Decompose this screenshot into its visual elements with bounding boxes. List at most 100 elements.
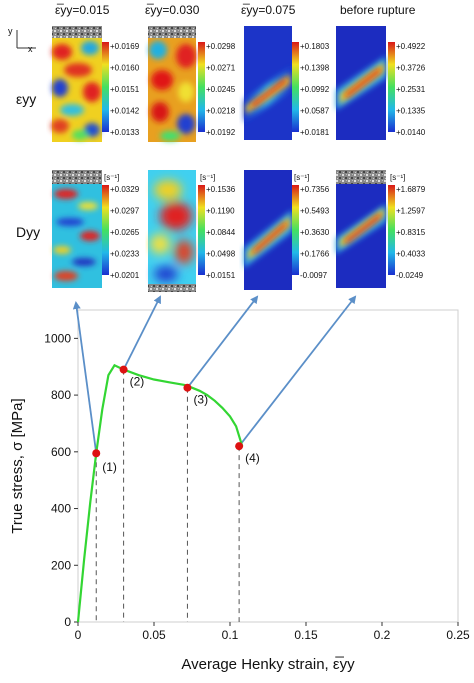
column-headers: ε̅yy=0.015 ε̅yy=0.030 ε̅yy=0.075 before … [55,3,416,17]
colorbar-label-d-3-5: -0.0097 [300,271,328,280]
colorbar-label-eps-3-1: +0.1803 [300,42,330,51]
row-label-eps: εyy [16,91,36,107]
chart-ticks [74,337,459,626]
point-marker [235,442,244,451]
y-tick-label: 200 [51,558,71,572]
header-2: ε̅yy=0.030 [145,3,200,17]
colorbar-label-d-4-5: -0.0249 [396,271,424,280]
colorbar-label-eps-2-1: +0.0298 [206,42,236,51]
colorbar-label-d-1-1: +0.0329 [110,185,140,194]
unit-labels: [s⁻¹] [s⁻¹] [s⁻¹] [s⁻¹] [104,173,405,182]
point-marker [119,365,128,374]
point-label: (1) [102,460,117,474]
arrow-connector [238,295,357,447]
x-tick-label: 0 [75,628,82,642]
field-map-d-1 [52,170,102,288]
x-tick-label: 0.2 [374,628,391,642]
colorbar-label-d-3-3: +0.3630 [300,228,330,237]
x-tick-label: 0.05 [142,628,166,642]
y-tick-label: 800 [51,388,71,402]
colorbars [102,42,395,275]
colorbar-label-eps-4-2: +0.3726 [396,64,426,73]
x-tick-label: 0.1 [222,628,239,642]
colorbar-label-eps-2-3: +0.0245 [206,85,236,94]
axis-indicator-x: x [28,44,33,54]
colorbar-label-d-2-4: +0.0498 [206,250,236,259]
colorbar-label-d-2-5: +0.0151 [206,271,236,280]
colorbar-label-eps-1-5: +0.0133 [110,128,140,137]
field-map-d-2 [148,170,196,292]
colorbar-label-eps-1-3: +0.0151 [110,85,140,94]
field-map-eps-3 [244,26,292,140]
field-map-d-3 [244,170,292,290]
arrow-connector [72,301,98,454]
colorbar-label-eps-4-4: +0.1335 [396,107,426,116]
x-axis-label: Average Henky strain, ε̅yy [181,656,355,673]
marker-guides [95,369,240,622]
point-marker [92,449,101,458]
colorbar-label-d-2-3: +0.0844 [206,228,236,237]
colorbar-label-eps-3-4: +0.0587 [300,107,330,116]
colorbar-label-d-3-2: +0.5493 [300,207,330,216]
y-tick-label: 1000 [44,331,71,345]
colorbar-label-eps-4-1: +0.4922 [396,42,426,51]
colorbar-label-eps-3-3: +0.0992 [300,85,330,94]
point-label: (4) [245,451,260,465]
y-tick-labels: 0 200 400 600 800 1000 [44,331,71,629]
colorbar-label-d-4-2: +1.2597 [396,207,426,216]
row-label-d: Dyy [16,224,40,240]
colorbar-label-eps-1-4: +0.0142 [110,107,140,116]
point-label: (3) [193,393,208,407]
header-1: ε̅yy=0.015 [55,3,110,17]
field-map-eps-2 [148,26,196,142]
colorbar-label-d-4-4: +0.4033 [396,250,426,259]
field-map-eps-4 [336,26,386,140]
x-tick-label: 0.25 [446,628,470,642]
colorbar-label-d-2-2: +0.1190 [206,207,235,216]
colorbar-label-d-4-3: +0.8315 [396,228,426,237]
point-marker [183,383,192,392]
colorbar-label-eps-4-3: +0.2531 [396,85,426,94]
y-tick-label: 400 [51,502,71,516]
header-3: ε̅yy=0.075 [241,3,296,17]
header-4: before rupture [340,3,416,17]
colorbar-label-d-2-1: +0.1536 [206,185,236,194]
colorbar-tick-labels: +0.0169 +0.0160 +0.0151 +0.0142 +0.0133 +0.02… [110,42,426,280]
arrow-connectors [72,295,357,454]
unit-label-1: [s⁻¹] [104,173,119,182]
colorbar-label-d-3-4: +0.1766 [300,250,330,259]
field-map-eps-1 [51,26,102,142]
colorbar-label-eps-4-5: +0.0140 [396,128,426,137]
xy-axis-indicator: y x [8,26,36,54]
colorbar-label-d-3-1: +0.7356 [300,185,330,194]
arrow-connector [186,295,259,389]
colorbar-label-eps-2-5: +0.0192 [206,128,236,137]
x-tick-label: 0.15 [294,628,318,642]
colorbar-label-d-4-1: +1.6879 [396,185,426,194]
colorbar-label-eps-1-1: +0.0169 [110,42,140,51]
field-map-d-4 [336,170,386,288]
plot-area [77,309,459,623]
unit-label-4: [s⁻¹] [390,173,405,182]
colorbar-label-eps-1-2: +0.0160 [110,64,140,73]
colorbar-label-d-1-4: +0.0233 [110,250,140,259]
axis-indicator-y: y [8,26,13,36]
point-label: (2) [130,375,145,389]
y-tick-label: 0 [64,615,71,629]
colorbar-label-eps-2-4: +0.0218 [206,107,236,116]
y-axis-label: True stress, σ [MPa] [9,398,26,533]
colorbar-label-d-1-2: +0.0297 [110,207,140,216]
stress-strain-chart: (1) (2) (3) (4) 0 0.05 0.1 0.15 0.2 0.25 0 200 400… [9,295,470,673]
colorbar-label-d-1-5: +0.0201 [110,271,140,280]
colorbar-label-eps-2-2: +0.0271 [206,64,236,73]
colorbar-label-d-1-3: +0.0265 [110,228,140,237]
stress-strain-curve [76,363,244,623]
arrow-connector [122,295,161,370]
colorbar-label-eps-3-2: +0.1398 [300,64,330,73]
marked-points: (1) (2) (3) (4) [92,365,260,474]
y-tick-label: 600 [51,445,71,459]
unit-label-3: [s⁻¹] [294,173,309,182]
colorbar-label-eps-3-5: +0.0181 [300,128,330,137]
x-tick-labels: 0 0.05 0.1 0.15 0.2 0.25 [75,628,470,642]
